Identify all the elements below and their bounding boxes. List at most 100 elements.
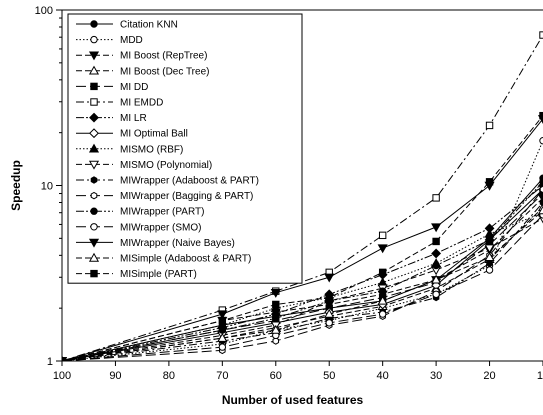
- legend-entry: MIWrapper (PART): [76, 207, 204, 218]
- legend-label: MISMO (RBF): [120, 144, 183, 155]
- data-point: [218, 326, 227, 334]
- data-point: [90, 191, 98, 200]
- series-line: [62, 189, 543, 361]
- series-line: [62, 115, 543, 361]
- legend-label: Citation KNN: [120, 20, 178, 31]
- series-line: [62, 197, 543, 361]
- legend-entry: MI Optimal Ball: [76, 128, 188, 140]
- legend-label: MI EMDD: [120, 98, 163, 109]
- data-point: [88, 51, 100, 61]
- x-tick-label: 50: [323, 370, 335, 382]
- axes-layer: 100 90 80 70 60 50 40 30 20 10 1 10 100: [35, 5, 543, 382]
- data-point: [324, 273, 335, 283]
- data-point: [88, 238, 100, 248]
- series-line: [62, 34, 543, 361]
- data-point: [431, 223, 442, 233]
- data-point: [432, 290, 440, 298]
- y-tick-label: 100: [35, 5, 53, 17]
- x-tick-label: 40: [377, 370, 389, 382]
- data-point: [90, 98, 98, 106]
- legend-label: MIWrapper (PART): [120, 207, 204, 218]
- legend-label: MI Boost (RepTree): [120, 51, 207, 62]
- x-tick-label: 60: [270, 370, 282, 382]
- legend-entry: MIWrapper (Bagging & PART): [76, 191, 253, 202]
- legend-label: MIWrapper (Bagging & PART): [120, 191, 253, 202]
- data-point: [486, 259, 493, 268]
- legend-entry: MIWrapper (SMO): [76, 222, 202, 233]
- data-point: [88, 252, 100, 262]
- data-point: [539, 185, 543, 194]
- data-point: [90, 176, 98, 184]
- data-point: [88, 65, 100, 75]
- y-tick-label: 1: [47, 356, 53, 368]
- x-tick-label: 30: [430, 370, 442, 382]
- series-line: [62, 217, 543, 361]
- x-tick-label: 90: [109, 370, 121, 382]
- data-point: [270, 324, 281, 334]
- data-point: [484, 244, 495, 254]
- data-point: [270, 289, 281, 298]
- data-point: [485, 266, 494, 274]
- data-point: [217, 332, 228, 342]
- data-point: [88, 160, 100, 170]
- legend-label: MI Optimal Ball: [120, 129, 188, 140]
- data-point: [485, 121, 494, 130]
- data-point: [90, 223, 98, 231]
- y-axis-title: Speedup: [9, 160, 23, 211]
- x-tick-label: 80: [163, 370, 175, 382]
- legend-entry: MDD: [76, 35, 143, 46]
- legend-entry: MIWrapper (Naive Bayes): [76, 238, 235, 249]
- legend-label: MISimple (Adaboost & PART): [120, 254, 251, 265]
- series-layer: [62, 31, 543, 361]
- data-point: [89, 128, 99, 139]
- series-line: [62, 202, 543, 361]
- series-16: [62, 205, 543, 361]
- data-point: [539, 198, 543, 207]
- data-point: [217, 310, 228, 320]
- data-point: [377, 295, 388, 305]
- data-point: [485, 178, 494, 186]
- x-tick-label: 100: [53, 370, 71, 382]
- data-point: [88, 143, 100, 153]
- series-line: [62, 140, 543, 361]
- data-point: [89, 112, 99, 123]
- series-line: [62, 212, 543, 361]
- legend-entry: MI DD: [76, 82, 148, 93]
- legend-entry: MIWrapper (Adaboost & PART): [76, 176, 259, 187]
- data-point: [432, 237, 440, 246]
- data-point: [90, 269, 98, 278]
- legend-label: MIWrapper (Naive Bayes): [120, 238, 235, 249]
- y-tick-label: 10: [41, 181, 53, 193]
- data-point: [432, 261, 440, 270]
- data-point: [218, 343, 227, 351]
- legend-entry: MI Boost (Dec Tree): [76, 65, 209, 77]
- data-point: [272, 300, 280, 309]
- data-point: [537, 205, 543, 215]
- data-point: [90, 20, 98, 28]
- legend-entry: MISMO (Polynomial): [76, 160, 212, 171]
- data-point: [432, 194, 440, 202]
- data-point: [272, 337, 280, 345]
- series-line: [62, 214, 543, 361]
- series-line: [62, 210, 543, 361]
- data-point: [325, 319, 333, 327]
- legend-label: MIWrapper (Adaboost & PART): [120, 176, 259, 187]
- data-point: [324, 308, 335, 318]
- series-line: [62, 181, 543, 361]
- x-tick-label: 70: [216, 370, 228, 382]
- data-point: [431, 274, 442, 284]
- legend-entry: MI Boost (RepTree): [76, 51, 207, 62]
- legend-entry: MI EMDD: [76, 98, 163, 109]
- x-tick-label: 20: [483, 370, 495, 382]
- legend-label: MISMO (Polynomial): [120, 160, 212, 171]
- data-point: [431, 248, 442, 259]
- legend-entry: MI LR: [76, 112, 147, 124]
- data-point: [90, 35, 98, 44]
- legend-entry: MISMO (RBF): [76, 143, 183, 155]
- legend-label: MISimple (PART): [120, 269, 197, 280]
- data-point: [484, 252, 495, 261]
- legend-label: MDD: [120, 35, 143, 46]
- series-17: [62, 111, 543, 361]
- series-line: [62, 177, 543, 361]
